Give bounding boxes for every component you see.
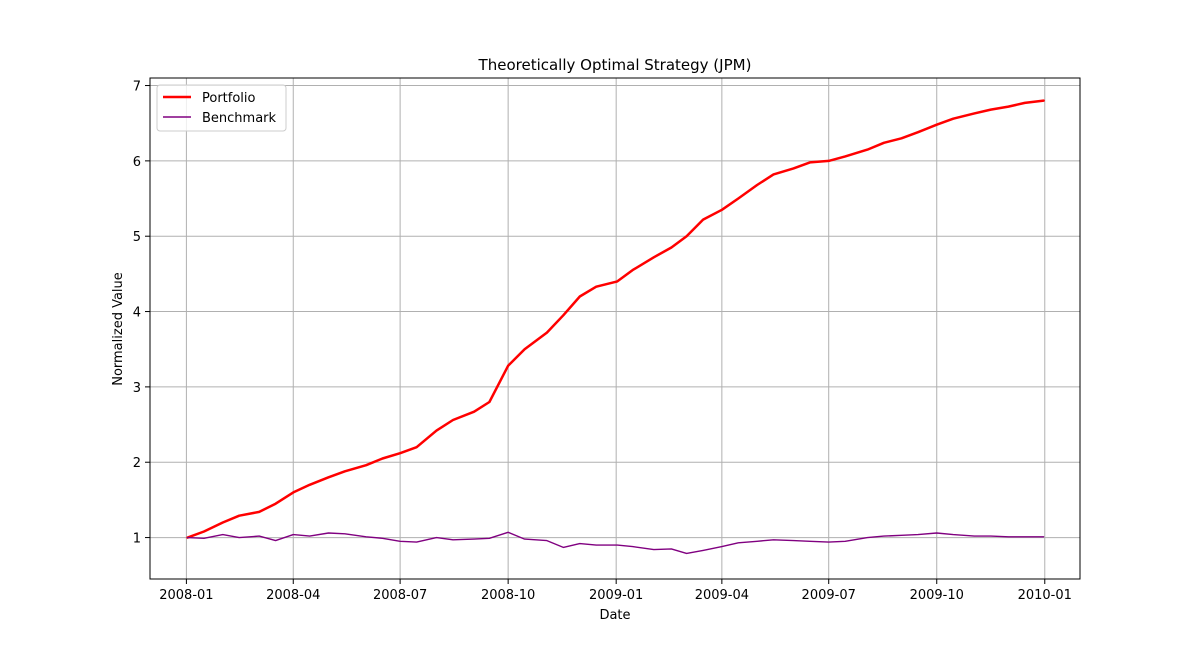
- series-line-benchmark: [186, 531, 1045, 555]
- plot-frame: [149, 77, 1081, 580]
- y-tick-label: 5: [133, 230, 141, 245]
- x-tick-label: 2009-10: [910, 588, 964, 603]
- x-tick-label: 2009-04: [695, 588, 749, 603]
- plot-area: [150, 78, 1080, 579]
- legend-label-benchmark: Benchmark: [202, 111, 277, 126]
- series-layer: [186, 99, 1045, 555]
- x-tick-label: 2008-07: [373, 588, 427, 603]
- x-tick-label: 2008-04: [266, 588, 320, 603]
- series-line-portfolio: [186, 99, 1045, 539]
- legend-label-portfolio: Portfolio: [202, 91, 256, 106]
- x-axis-label: Date: [599, 608, 630, 623]
- x-tick-label: 2008-01: [159, 588, 213, 603]
- x-tick-label: 2009-07: [802, 588, 856, 603]
- x-tick-label: 2010-01: [1018, 588, 1072, 603]
- legend: Portfolio Benchmark: [156, 84, 287, 132]
- axes: 2008-01 2008-04 2008-07 2008-10 2009-01 2009-…: [133, 80, 1072, 603]
- x-tick-label: 2008-10: [481, 588, 535, 603]
- y-tick-label: 2: [133, 456, 141, 471]
- y-tick-label: 6: [133, 155, 141, 170]
- y-tick-label: 4: [133, 306, 141, 321]
- x-tick-label: 2009-01: [589, 588, 643, 603]
- y-tick-label: 1: [133, 532, 141, 547]
- y-tick-label: 3: [133, 381, 141, 396]
- chart-title: Theoretically Optimal Strategy (JPM): [478, 56, 752, 74]
- y-tick-label: 7: [133, 80, 141, 95]
- grid: [150, 78, 1080, 579]
- y-axis-label: Normalized Value: [111, 272, 126, 386]
